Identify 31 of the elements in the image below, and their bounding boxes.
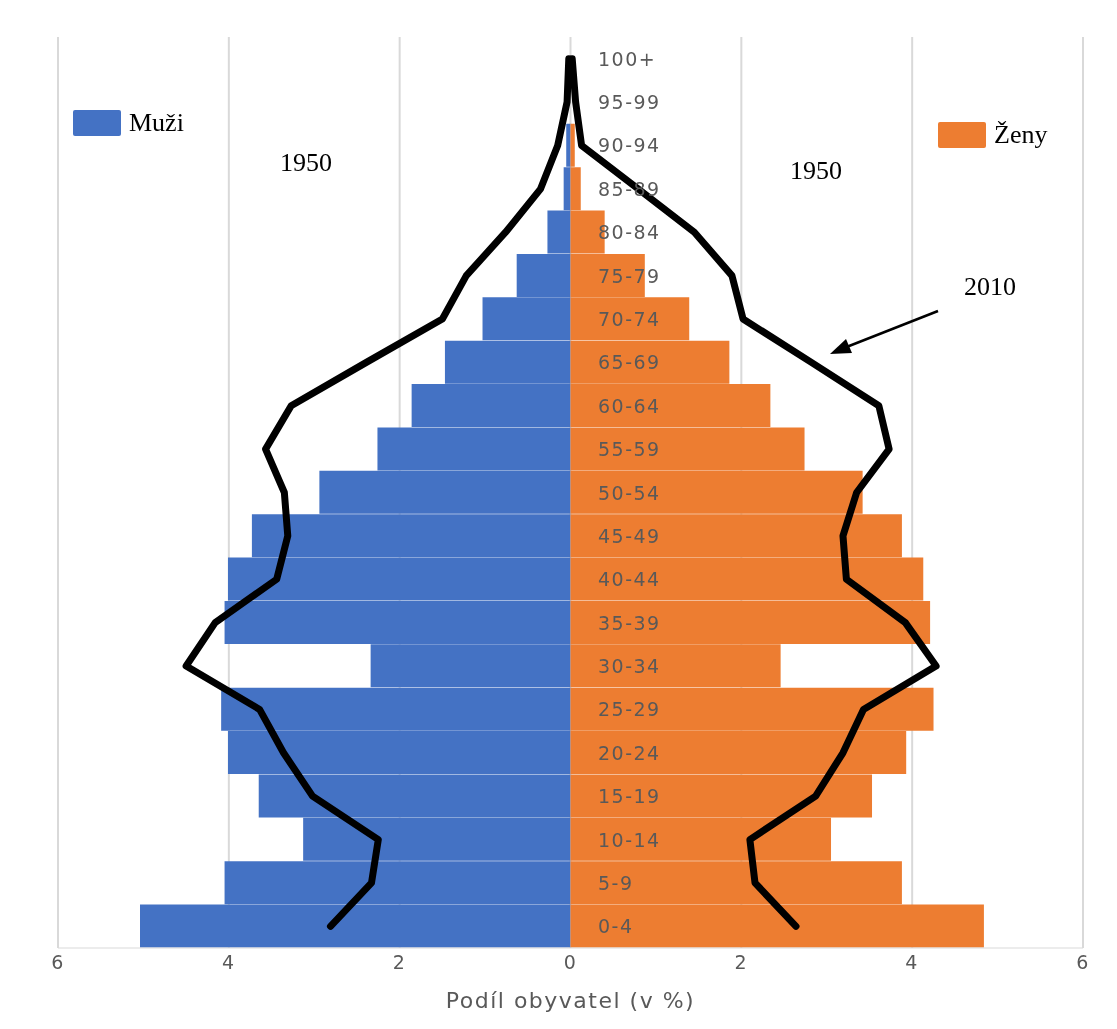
y-tick-label: 20-24 — [598, 741, 661, 764]
x-axis-title: Podíl obyvatel (v %) — [445, 988, 696, 1013]
y-tick-label: 50-54 — [598, 481, 661, 504]
x-tick-label: 6 — [1076, 951, 1090, 974]
y-tick-label: 45-49 — [598, 524, 661, 547]
y-tick-label: 5-9 — [598, 871, 634, 894]
y-tick-label: 100+ — [598, 47, 657, 70]
annotation: 1950 — [280, 148, 332, 178]
y-tick-label: 65-69 — [598, 351, 661, 374]
y-tick-label: 25-29 — [598, 698, 661, 721]
y-tick-label: 55-59 — [598, 438, 661, 461]
x-tick-label: 0 — [563, 951, 578, 974]
y-tick-label: 60-64 — [598, 394, 661, 417]
y-tick-label: 30-34 — [598, 655, 661, 678]
y-tick-label: 70-74 — [598, 307, 661, 330]
y-tick-label: 35-39 — [598, 611, 661, 634]
y-tick-label: 15-19 — [598, 785, 661, 808]
x-tick-label: 6 — [51, 951, 65, 974]
legend-label: Ženy — [994, 120, 1048, 150]
x-tick-label: 4 — [222, 951, 236, 974]
annotation: 2010 — [964, 272, 1016, 302]
y-tick-label: 10-14 — [598, 828, 661, 851]
y-tick-label: 95-99 — [598, 91, 661, 114]
y-tick-label: 0-4 — [598, 915, 634, 938]
annotation: 1950 — [790, 156, 842, 186]
y-tick-label: 40-44 — [598, 568, 661, 591]
legend-label: Muži — [129, 108, 184, 138]
x-tick-label: 2 — [392, 951, 407, 974]
y-tick-label: 90-94 — [598, 134, 661, 157]
x-tick-label: 4 — [905, 951, 919, 974]
x-tick-label: 2 — [734, 951, 749, 974]
